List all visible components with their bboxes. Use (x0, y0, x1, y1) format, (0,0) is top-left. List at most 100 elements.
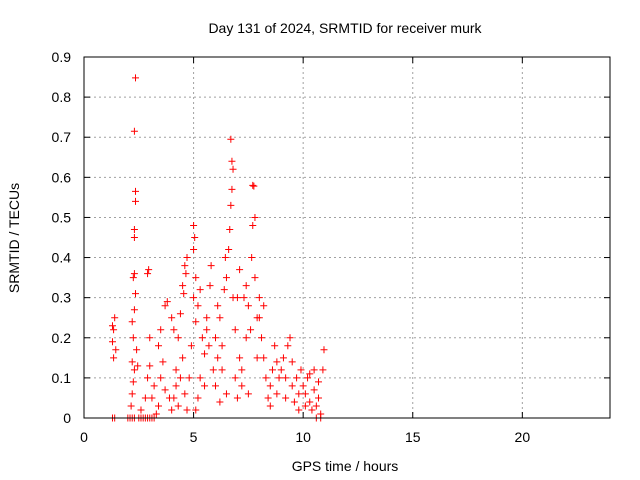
data-point (262, 374, 270, 382)
data-point (187, 342, 195, 350)
data-point (282, 394, 290, 402)
data-point (286, 334, 294, 342)
data-point (132, 187, 140, 195)
data-point (209, 366, 217, 374)
data-point (251, 274, 259, 282)
data-point (310, 366, 318, 374)
data-point (288, 382, 296, 390)
data-point (247, 326, 255, 334)
data-point (228, 185, 236, 193)
data-point (293, 374, 301, 382)
data-point (183, 254, 191, 262)
y-axis-title: SRMTID / TECUs (6, 183, 22, 293)
data-point (191, 234, 199, 241)
data-point (133, 346, 141, 354)
data-point (312, 402, 320, 410)
data-point (129, 378, 137, 386)
data-point (264, 394, 272, 402)
data-point (290, 398, 298, 406)
y-tick-label: 0.6 (52, 169, 72, 185)
data-point (306, 370, 314, 378)
y-tick-label: 0.5 (52, 209, 72, 225)
data-point (137, 406, 145, 414)
data-point (233, 294, 241, 302)
data-point (190, 246, 198, 254)
data-point (196, 286, 204, 294)
data-point (182, 270, 190, 278)
data-point (320, 346, 328, 354)
data-point (255, 294, 263, 302)
x-tick-label: 15 (405, 429, 421, 445)
data-point (277, 366, 285, 374)
y-tick-label: 0.7 (52, 129, 72, 145)
data-point (206, 282, 214, 290)
data-point (146, 362, 154, 370)
data-point (161, 302, 169, 310)
y-tick-label: 0.8 (52, 89, 72, 105)
data-point (226, 225, 234, 233)
data-point (190, 221, 198, 229)
data-point (141, 394, 149, 402)
data-point (248, 254, 256, 262)
data-point (203, 314, 211, 322)
data-point (220, 286, 228, 294)
data-point (129, 334, 137, 342)
y-tick-label: 0.1 (52, 370, 72, 386)
data-point (229, 165, 237, 173)
data-point (108, 322, 116, 330)
data-point (308, 406, 316, 414)
data-point (319, 366, 327, 374)
data-point (225, 246, 233, 254)
data-point (161, 386, 169, 394)
data-point (207, 262, 215, 270)
data-point (250, 182, 258, 190)
data-point (258, 334, 266, 342)
data-point (176, 310, 184, 318)
data-point (227, 135, 235, 143)
data-point (218, 366, 226, 374)
data-point (130, 306, 138, 314)
data-point (266, 382, 274, 390)
data-point (108, 338, 116, 346)
data-point (132, 290, 140, 298)
data-point (227, 201, 235, 209)
data-point (192, 318, 200, 326)
data-point (179, 354, 187, 362)
data-point (111, 314, 119, 322)
data-point (170, 394, 178, 402)
data-point (295, 390, 303, 398)
data-point (310, 386, 318, 394)
data-point (183, 406, 191, 414)
x-tick-label: 0 (80, 429, 88, 445)
x-axis-title: GPS time / hours (292, 458, 399, 474)
data-point (192, 406, 200, 414)
data-point (221, 254, 229, 262)
data-point (273, 390, 281, 398)
data-point (238, 382, 246, 390)
data-point (180, 290, 188, 298)
data-point (236, 354, 244, 362)
data-point (240, 294, 248, 302)
data-point (144, 374, 152, 382)
data-point (238, 366, 246, 374)
data-point (174, 402, 182, 410)
data-point (266, 402, 274, 410)
data-point (168, 406, 176, 414)
data-point (214, 302, 222, 310)
data-point (251, 213, 259, 221)
data-point (145, 266, 153, 274)
data-point (168, 314, 176, 322)
data-point (130, 234, 138, 241)
data-point (157, 326, 165, 334)
data-point (315, 394, 323, 402)
data-point (260, 354, 268, 362)
data-point (275, 374, 283, 382)
chart-title: Day 131 of 2024, SRMTID for receiver mur… (208, 20, 482, 36)
data-point (150, 382, 158, 390)
data-point (244, 390, 252, 398)
data-points (108, 74, 328, 422)
data-point (152, 410, 160, 418)
data-point (228, 157, 236, 165)
data-point (288, 358, 296, 366)
data-point (155, 402, 163, 410)
